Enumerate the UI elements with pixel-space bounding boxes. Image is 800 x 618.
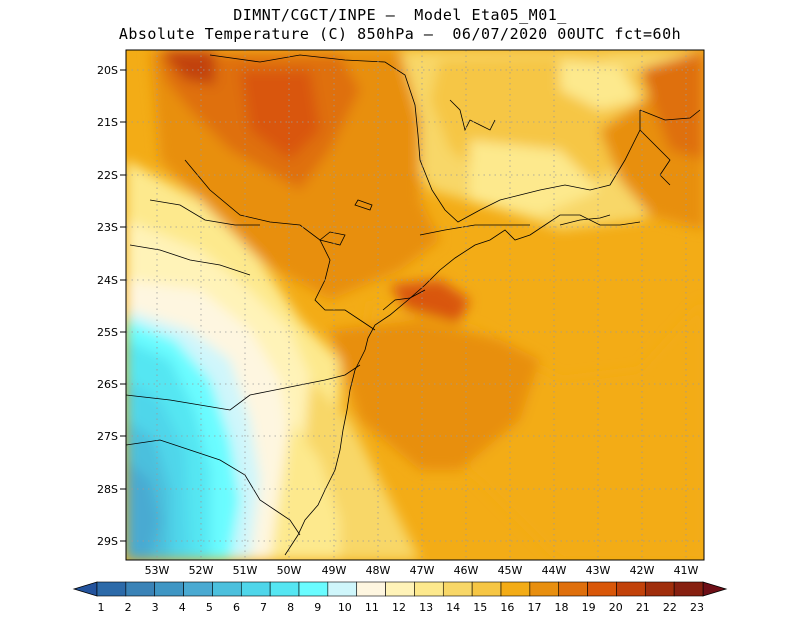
colorbar-cell: [558, 581, 588, 597]
colorbar-right-arrow: [702, 581, 728, 597]
colorbar-cell: [644, 581, 675, 597]
colorbar-label: 6: [233, 601, 240, 614]
lat-label: 26S: [97, 378, 118, 391]
lon-label: 53W: [145, 564, 170, 577]
colorbar-label: 20: [609, 601, 623, 614]
colorbar-label: 14: [446, 601, 460, 614]
lon-label: 47W: [410, 564, 435, 577]
lon-label: 52W: [189, 564, 214, 577]
colorbar-cell: [327, 581, 358, 597]
lat-lon-grid: [126, 50, 704, 560]
colorbar-cell: [154, 581, 184, 597]
colorbar-cell: [240, 581, 271, 597]
colorbar-label: 16: [500, 601, 514, 614]
lon-label: 49W: [322, 564, 347, 577]
lon-label: 43W: [586, 564, 611, 577]
colorbar-cell: [125, 581, 156, 597]
colorbar-cell: [212, 581, 242, 597]
colorbar-label: 12: [392, 601, 406, 614]
colorbar-label: 17: [527, 601, 541, 614]
colorbar-cell: [500, 581, 531, 597]
colorbar-label: 4: [179, 601, 186, 614]
lat-label: 24S: [97, 274, 118, 287]
lon-label: 42W: [630, 564, 655, 577]
lon-label: 44W: [542, 564, 567, 577]
colorbar-cell: [269, 581, 300, 597]
colorbar-label: 23: [690, 601, 704, 614]
lat-label: 22S: [97, 169, 118, 182]
lon-label: 41W: [674, 564, 699, 577]
colorbar-label: 21: [636, 601, 650, 614]
temperature-field: [126, 50, 704, 560]
colorbar-cell: [183, 581, 213, 597]
colorbar-label: 10: [338, 601, 352, 614]
colorbar-cell: [616, 581, 646, 597]
colorbar-legend: 1 2 3 4 5 6 7 8 9 10 11 12 13 14 15 16 17 18 19 20 21 22 23: [72, 581, 728, 614]
plot-frame: [125, 49, 705, 561]
colorbar-label: 1: [98, 601, 105, 614]
colorbar-label: 13: [419, 601, 433, 614]
colorbar-label: 11: [365, 601, 379, 614]
lat-label: 21S: [97, 116, 118, 129]
lon-label: 48W: [366, 564, 391, 577]
lat-label: 28S: [97, 483, 118, 496]
colorbar-cell: [442, 581, 473, 597]
colorbar-cell: [96, 581, 127, 597]
lon-label: 46W: [454, 564, 479, 577]
lon-label: 51W: [233, 564, 258, 577]
lat-label: 23S: [97, 221, 118, 234]
chart-title-line-1: DIMNT/CGCT/INPE – Model Eta05_M01_: [233, 6, 567, 24]
colorbar-cell: [587, 581, 617, 597]
colorbar-label: 2: [125, 601, 132, 614]
colorbar-cell: [298, 581, 329, 597]
colorbar-cell: [356, 581, 386, 597]
colorbar-left-arrow: [72, 581, 98, 597]
lat-label: 29S: [97, 535, 118, 548]
colorbar-label: 5: [206, 601, 213, 614]
colorbar-cell: [414, 581, 444, 597]
lat-label: 27S: [97, 430, 118, 443]
colorbar-label: 15: [473, 601, 487, 614]
colorbar-cell: [471, 581, 502, 597]
colorbar-label: 7: [260, 601, 267, 614]
colorbar-cell: [529, 581, 560, 597]
colorbar-label: 3: [152, 601, 159, 614]
latitude-axis: 20S 21S 22S 23S 24S 25S 26S 27S 28S 29S: [97, 64, 126, 548]
coastline-and-borders: [126, 54, 701, 556]
colorbar-label: 9: [314, 601, 321, 614]
colorbar-label: 22: [663, 601, 677, 614]
lat-label: 25S: [97, 326, 118, 339]
colorbar-cell: [385, 581, 415, 597]
colorbar-cell: [673, 581, 704, 597]
chart-title-line-2: Absolute Temperature (C) 850hPa – 06/07/…: [118, 25, 682, 43]
longitude-axis: 53W 52W 51W 50W 49W 48W 47W 46W 45W 44W …: [145, 564, 699, 577]
lon-label: 50W: [277, 564, 302, 577]
colorbar-label: 8: [287, 601, 294, 614]
lon-label: 45W: [498, 564, 523, 577]
colorbar-label: 18: [555, 601, 569, 614]
colorbar-label: 19: [582, 601, 596, 614]
lat-label: 20S: [97, 64, 118, 77]
